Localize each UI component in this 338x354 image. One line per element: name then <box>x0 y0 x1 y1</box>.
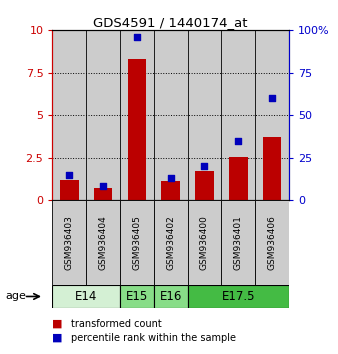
Point <box>269 95 275 101</box>
Bar <box>221 30 255 200</box>
Text: age: age <box>5 291 26 302</box>
Bar <box>229 157 247 200</box>
Bar <box>52 30 86 200</box>
Text: ■: ■ <box>52 319 63 329</box>
Bar <box>86 30 120 200</box>
Point <box>67 172 72 177</box>
Point <box>100 184 106 189</box>
Point <box>168 175 173 181</box>
Bar <box>154 200 188 285</box>
Text: GSM936401: GSM936401 <box>234 215 243 270</box>
Title: GDS4591 / 1440174_at: GDS4591 / 1440174_at <box>93 16 248 29</box>
Text: E17.5: E17.5 <box>221 290 255 303</box>
Bar <box>154 285 188 308</box>
Bar <box>263 137 281 200</box>
Bar <box>52 200 86 285</box>
Bar <box>188 200 221 285</box>
Point <box>202 163 207 169</box>
Text: percentile rank within the sample: percentile rank within the sample <box>71 333 236 343</box>
Bar <box>120 285 154 308</box>
Bar <box>128 59 146 200</box>
Bar <box>188 285 289 308</box>
Bar <box>162 181 180 200</box>
Text: GSM936402: GSM936402 <box>166 215 175 270</box>
Text: GSM936405: GSM936405 <box>132 215 141 270</box>
Text: GSM936400: GSM936400 <box>200 215 209 270</box>
Bar <box>60 179 78 200</box>
Bar <box>255 200 289 285</box>
Bar <box>255 30 289 200</box>
Text: GSM936403: GSM936403 <box>65 215 74 270</box>
Point <box>134 34 140 40</box>
Bar <box>221 200 255 285</box>
Bar <box>86 200 120 285</box>
Bar <box>188 30 221 200</box>
Bar <box>52 285 120 308</box>
Text: GSM936406: GSM936406 <box>268 215 276 270</box>
Bar <box>120 200 154 285</box>
Bar <box>154 30 188 200</box>
Text: ■: ■ <box>52 333 63 343</box>
Text: E15: E15 <box>126 290 148 303</box>
Text: E16: E16 <box>160 290 182 303</box>
Bar <box>120 30 154 200</box>
Bar <box>195 171 214 200</box>
Text: GSM936404: GSM936404 <box>99 215 107 270</box>
Point <box>236 138 241 143</box>
Text: transformed count: transformed count <box>71 319 162 329</box>
Bar <box>94 188 113 200</box>
Text: E14: E14 <box>75 290 97 303</box>
